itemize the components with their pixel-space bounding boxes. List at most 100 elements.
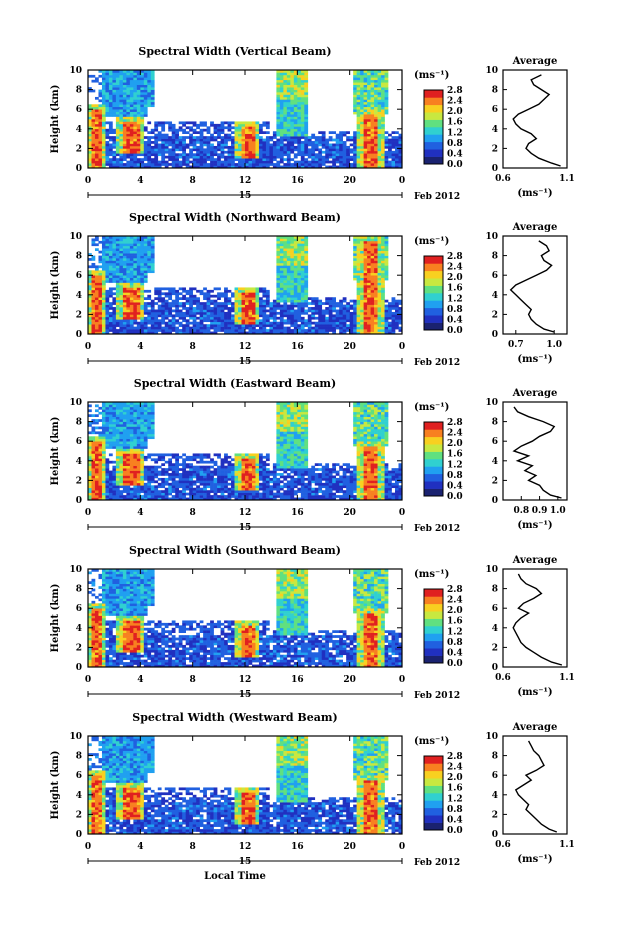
heatmap-cell [367,267,371,271]
heatmap-cell [129,480,134,484]
heatmap-cell [133,143,138,147]
heatmap-cell [279,133,284,137]
heatmap-cell [129,123,134,127]
heatmap-cell [122,253,127,256]
heatmap-cell [119,406,124,410]
heatmap-cell [332,321,337,325]
heatmap-cell [283,267,288,271]
heatmap-cell [189,297,193,300]
heatmap-cell [94,265,99,269]
heatmap-cell [150,150,155,154]
heatmap-cell [115,487,120,491]
heatmap-cell [370,289,375,293]
heatmap-cell [227,321,232,325]
heatmap-cell [122,463,127,466]
heatmap-cell [133,490,138,493]
heatmap-cell [370,253,375,256]
heatmap-cell [185,326,190,330]
heatmap-cell [290,126,295,130]
heatmap-cell [98,150,103,154]
heatmap-cell [143,238,148,242]
heatmap-cell [206,153,211,157]
heatmap-cell [279,289,284,293]
heatmap-cell [98,465,103,469]
heatmap-cell [129,487,134,491]
heatmap-cell [381,319,385,323]
heatmap-cell [391,324,396,327]
heatmap-cell [279,331,284,335]
heatmap-cell [328,136,333,139]
heatmap-cell [360,253,364,256]
heatmap-cell [168,319,173,323]
heatmap-cell [279,116,284,120]
heatmap-cell [129,495,134,498]
heatmap-cell [248,309,253,313]
heatmap-cell [363,153,368,157]
heatmap-cell [238,324,242,327]
heatmap-cell [279,158,284,161]
heatmap-cell [238,150,242,154]
heatmap-cell [297,289,302,293]
heatmap-cell [98,116,103,120]
heatmap-cell [126,299,131,303]
heatmap-cell [374,116,378,120]
heatmap-cell [133,165,138,169]
heatmap-cell [370,331,375,335]
heatmap-cell [360,285,364,288]
heatmap-cell [286,72,291,76]
heatmap-cell [136,265,141,269]
heatmap-cell [367,316,371,320]
heatmap-cell [108,307,113,310]
heatmap-cell [398,311,403,315]
heatmap-cell [94,136,99,139]
heatmap-cell [101,468,106,471]
heatmap-cell [227,150,232,154]
heatmap-cell [129,153,134,157]
heatmap-cell [164,304,169,308]
heatmap-cell [279,138,284,142]
heatmap-cell [335,304,340,308]
heatmap-cell [353,138,357,142]
heatmap-cell [101,165,106,169]
heatmap-cell [321,160,326,164]
heatmap-cell [245,126,249,130]
heatmap-cell [241,319,246,323]
avg-y-tick-label: 4 [492,291,498,301]
heatmap-cell [339,148,343,152]
heatmap-cell [297,329,302,332]
heatmap-cell [140,153,145,157]
heatmap-cell [101,485,106,489]
heatmap-cell [332,138,337,142]
heatmap-cell [129,131,134,134]
heatmap-cell [279,123,284,127]
heatmap-cell [293,138,298,142]
heatmap-cell [384,238,389,242]
heatmap-cell [119,165,124,169]
heatmap-cell [108,294,113,298]
heatmap-cell [133,101,138,105]
heatmap-cell [129,470,134,474]
heatmap-cell [276,240,281,244]
heatmap-cell [307,321,312,325]
heatmap-cell [115,448,120,452]
heatmap-cell [276,243,281,247]
heatmap-cell [279,79,284,83]
heatmap-cell [101,153,106,157]
heatmap-cell [136,160,141,164]
heatmap-cell [276,84,281,88]
heatmap-cell [217,292,221,296]
heatmap-cell [133,331,138,335]
heatmap-cell [245,138,249,142]
heatmap-cell [119,84,124,88]
heatmap-cell [346,304,350,308]
heatmap-cell [143,280,148,283]
heatmap-cell [370,329,375,332]
heatmap-cell [140,106,145,110]
heatmap-cell [293,292,298,296]
panel-1: Spectral Width (Vertical Beam)0246810Hei… [50,45,575,202]
heatmap-cell [217,155,221,159]
heatmap-cell [126,238,131,242]
heatmap-cell [115,331,120,335]
heatmap-cell [276,89,281,93]
heatmap-cell [105,72,110,76]
